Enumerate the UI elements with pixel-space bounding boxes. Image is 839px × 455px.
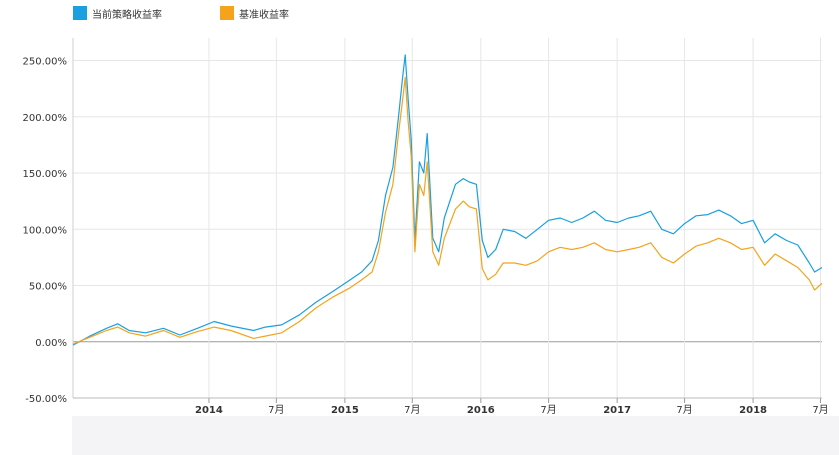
x-tick-label: 2014: [195, 405, 223, 416]
x-tick-label: 7月: [812, 404, 828, 416]
x-tick-label: 2015: [331, 405, 359, 416]
legend-label-benchmark: 基准收益率: [239, 9, 289, 21]
x-tick-label: 7月: [404, 404, 420, 416]
y-tick-label: 200.00%: [23, 113, 68, 124]
y-tick-label: 100.00%: [23, 225, 68, 236]
x-tick-label: 7月: [676, 404, 692, 416]
y-tick-label: 250.00%: [23, 57, 68, 68]
legend-label-strategy: 当前策略收益率: [92, 9, 162, 21]
y-tick-label: 150.00%: [23, 169, 68, 180]
x-tick-label: 2017: [603, 405, 631, 416]
y-tick-label: -50.00%: [25, 394, 67, 405]
x-tick-label: 2016: [467, 405, 495, 416]
series-line-benchmark: [72, 76, 823, 345]
y-tick-label: 0.00%: [35, 338, 67, 349]
x-tick-label: 7月: [540, 404, 556, 416]
legend-swatch-benchmark: [220, 6, 234, 20]
navigator-band: [72, 416, 839, 455]
x-tick-label: 2018: [739, 405, 767, 416]
y-tick-label: 50.00%: [29, 282, 67, 293]
legend-item-benchmark[interactable]: 基准收益率: [220, 6, 289, 21]
legend-swatch-strategy: [73, 6, 87, 20]
x-tick-label: 7月: [268, 404, 284, 416]
series-line-strategy: [72, 54, 823, 346]
legend-item-strategy[interactable]: 当前策略收益率: [73, 6, 162, 21]
